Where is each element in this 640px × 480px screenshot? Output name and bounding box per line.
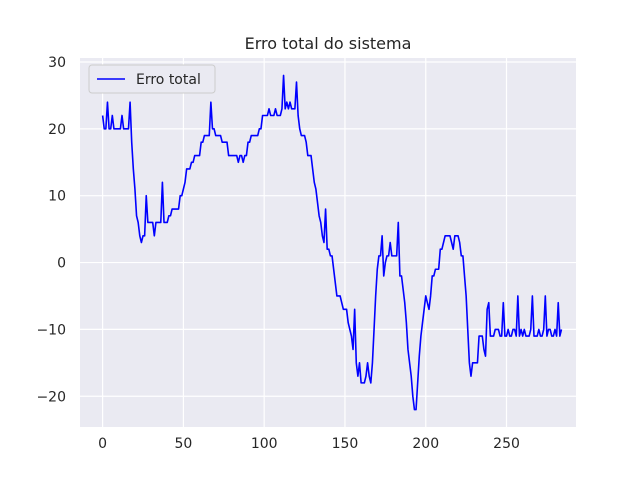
x-tick-label: 0 (98, 436, 107, 452)
legend: Erro total (88, 64, 216, 94)
y-tick-label: −20 (36, 389, 66, 405)
x-tick-label: 250 (493, 436, 520, 452)
x-tick-label: 200 (412, 436, 439, 452)
legend-label: Erro total (136, 72, 201, 88)
series-line (101, 74, 563, 411)
series-layer (101, 74, 563, 411)
x-axis: 0 50 100 150 200 250 (98, 436, 520, 452)
y-tick-label: 10 (48, 189, 66, 205)
x-tick-label: 50 (174, 436, 192, 452)
x-tick-label: 100 (251, 436, 278, 452)
x-tick-label: 150 (332, 436, 359, 452)
y-axis: −20 −10 0 10 20 30 (36, 55, 66, 405)
chart-title: Erro total do sistema (245, 34, 412, 53)
y-tick-label: 30 (48, 55, 66, 71)
grid (80, 58, 576, 427)
y-tick-label: −10 (36, 322, 66, 338)
legend-frame (88, 64, 216, 94)
y-tick-label: 20 (48, 122, 66, 138)
y-tick-label: 0 (57, 256, 66, 272)
plot-area (80, 58, 576, 427)
